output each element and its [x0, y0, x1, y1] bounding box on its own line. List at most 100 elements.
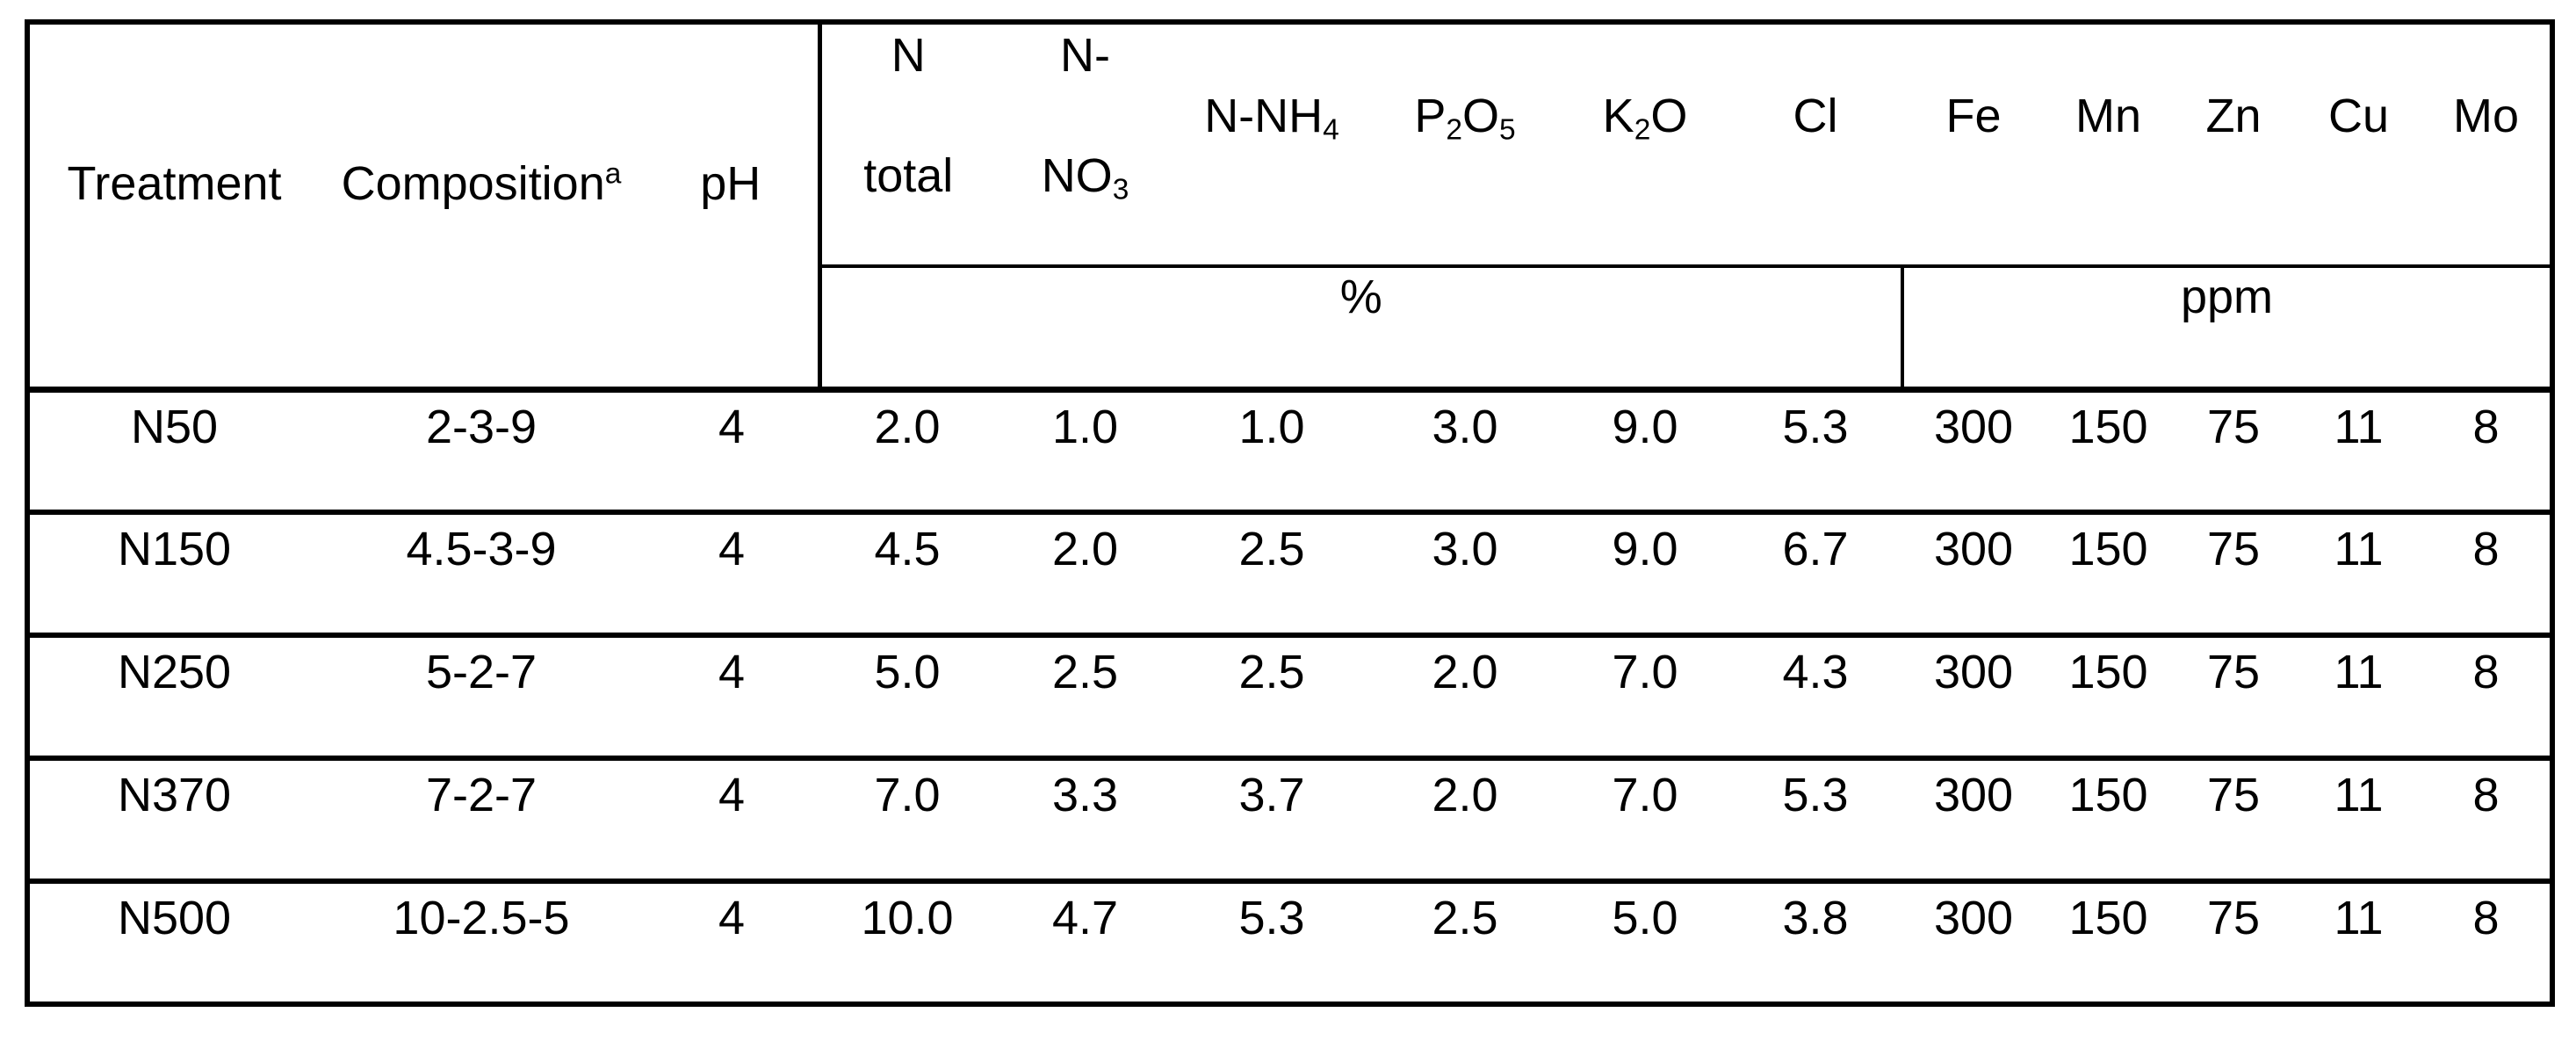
p2o5-sub2: 2 [1446, 113, 1462, 147]
p2o5-p: P [1414, 90, 1447, 142]
cell-value: 75 [2172, 881, 2295, 1007]
cell-ph: 4 [644, 881, 819, 1007]
header-cell-ph: pH [644, 22, 822, 393]
n-no3-base: NO [1041, 149, 1113, 203]
cell-value: 11 [2295, 389, 2422, 515]
header-cell-mn: Mn [2075, 90, 2141, 142]
cell-value: 75 [2172, 635, 2295, 761]
cell-value: 8 [2422, 881, 2552, 1007]
cell-value: 3.3 [995, 758, 1175, 884]
cell-value: 150 [2045, 635, 2172, 761]
table-row: N500 10-2.5-5 4 10.0 4.7 5.3 2.5 5.0 3.8… [27, 881, 2552, 1007]
p2o5-sub5: 5 [1499, 113, 1516, 147]
composition-footnote-marker: a [604, 157, 622, 191]
unit-cell-percent: % [819, 264, 1904, 393]
cell-value: 5.3 [1728, 758, 1902, 884]
cell-value: 300 [1902, 389, 2045, 515]
n-no3-line2: NO3 [995, 148, 1175, 206]
cell-value: 4.3 [1728, 635, 1902, 761]
cell-value: 150 [2045, 881, 2172, 1007]
cell-value: 2.0 [1368, 635, 1562, 761]
cell-value: 300 [1902, 635, 2045, 761]
cell-treatment: N150 [27, 512, 319, 638]
nutrient-composition-table: Treatment Compositiona pH N total N- NO3… [25, 19, 2555, 1007]
k2o-sub2: 2 [1634, 113, 1651, 147]
units-row: % ppm [27, 264, 2552, 393]
header-cell-treatment: Treatment [27, 22, 319, 393]
composition-label: Composition [341, 157, 605, 210]
header-cell-n-total: N total [819, 22, 995, 266]
cell-value: 4.5 [819, 512, 995, 638]
cell-value: 75 [2172, 389, 2295, 515]
cell-value: 150 [2045, 758, 2172, 884]
cell-value: 7.0 [1562, 758, 1728, 884]
header-row: Treatment Compositiona pH N total N- NO3… [27, 22, 2552, 393]
cell-value: 8 [2422, 512, 2552, 638]
n-nh4-subscript: 4 [1323, 113, 1339, 147]
cell-composition: 5-2-7 [319, 635, 644, 761]
cell-ph: 4 [644, 635, 819, 761]
cell-value: 8 [2422, 758, 2552, 884]
cell-value: 1.0 [1175, 389, 1368, 515]
header-cell-p2o5: P2O5 [1368, 22, 1562, 266]
cell-value: 5.0 [819, 635, 995, 761]
cell-value: 300 [1902, 881, 2045, 1007]
cell-composition: 7-2-7 [319, 758, 644, 884]
cell-value: 2.5 [995, 635, 1175, 761]
cell-ph: 4 [644, 512, 819, 638]
cell-value: 3.0 [1368, 512, 1562, 638]
cell-value: 8 [2422, 635, 2552, 761]
cell-value: 10.0 [819, 881, 995, 1007]
cell-value: 4.7 [995, 881, 1175, 1007]
header-cell-zn: Zn [2205, 90, 2262, 142]
cell-composition: 10-2.5-5 [319, 881, 644, 1007]
cell-composition: 4.5-3-9 [319, 512, 644, 638]
header-cell-fe: Fe [1945, 90, 2002, 142]
unit-cell-ppm: ppm [1902, 264, 2552, 393]
n-nh4-base: N-NH [1204, 90, 1324, 142]
cell-ph: 4 [644, 389, 819, 515]
cell-value: 75 [2172, 758, 2295, 884]
n-total-line1: N [891, 29, 926, 82]
table-row: N50 2-3-9 4 2.0 1.0 1.0 3.0 9.0 5.3 300 … [27, 389, 2552, 515]
table-row: N150 4.5-3-9 4 4.5 2.0 2.5 3.0 9.0 6.7 3… [27, 512, 2552, 638]
cell-value: 150 [2045, 389, 2172, 515]
cell-value: 11 [2295, 881, 2422, 1007]
k2o-o: O [1650, 90, 1688, 142]
cell-value: 2.5 [1175, 635, 1368, 761]
header-cell-cl: Cl [1793, 90, 1838, 142]
cell-value: 5.3 [1728, 389, 1902, 515]
cell-value: 9.0 [1562, 389, 1728, 515]
header-cell-n-no3: N- NO3 [995, 22, 1175, 266]
n-total-line2: total [863, 149, 954, 203]
cell-value: 7.0 [1562, 635, 1728, 761]
cell-value: 5.3 [1175, 881, 1368, 1007]
cell-value: 2.0 [819, 389, 995, 515]
cell-value: 7.0 [819, 758, 995, 884]
header-cell-n-nh4: N-NH4 [1175, 22, 1368, 266]
cell-value: 11 [2295, 512, 2422, 638]
cell-value: 2.0 [1368, 758, 1562, 884]
cell-treatment: N250 [27, 635, 319, 761]
table-row: N250 5-2-7 4 5.0 2.5 2.5 2.0 7.0 4.3 300… [27, 635, 2552, 761]
cell-value: 1.0 [995, 389, 1175, 515]
cell-composition: 2-3-9 [319, 389, 644, 515]
header-cell-mo: Mo [2452, 90, 2519, 142]
cell-value: 11 [2295, 758, 2422, 884]
cell-value: 5.0 [1562, 881, 1728, 1007]
cell-value: 3.7 [1175, 758, 1368, 884]
cell-value: 3.8 [1728, 881, 1902, 1007]
cell-treatment: N50 [27, 389, 319, 515]
cell-value: 300 [1902, 512, 2045, 638]
header-cell-composition: Compositiona [319, 22, 644, 393]
k2o-k: K [1602, 90, 1634, 142]
n-no3-subscript: 3 [1112, 173, 1129, 206]
cell-value: 9.0 [1562, 512, 1728, 638]
cell-value: 2.0 [995, 512, 1175, 638]
cell-value: 8 [2422, 389, 2552, 515]
cell-value: 6.7 [1728, 512, 1902, 638]
cell-value: 300 [1902, 758, 2045, 884]
cell-ph: 4 [644, 758, 819, 884]
cell-value: 11 [2295, 635, 2422, 761]
